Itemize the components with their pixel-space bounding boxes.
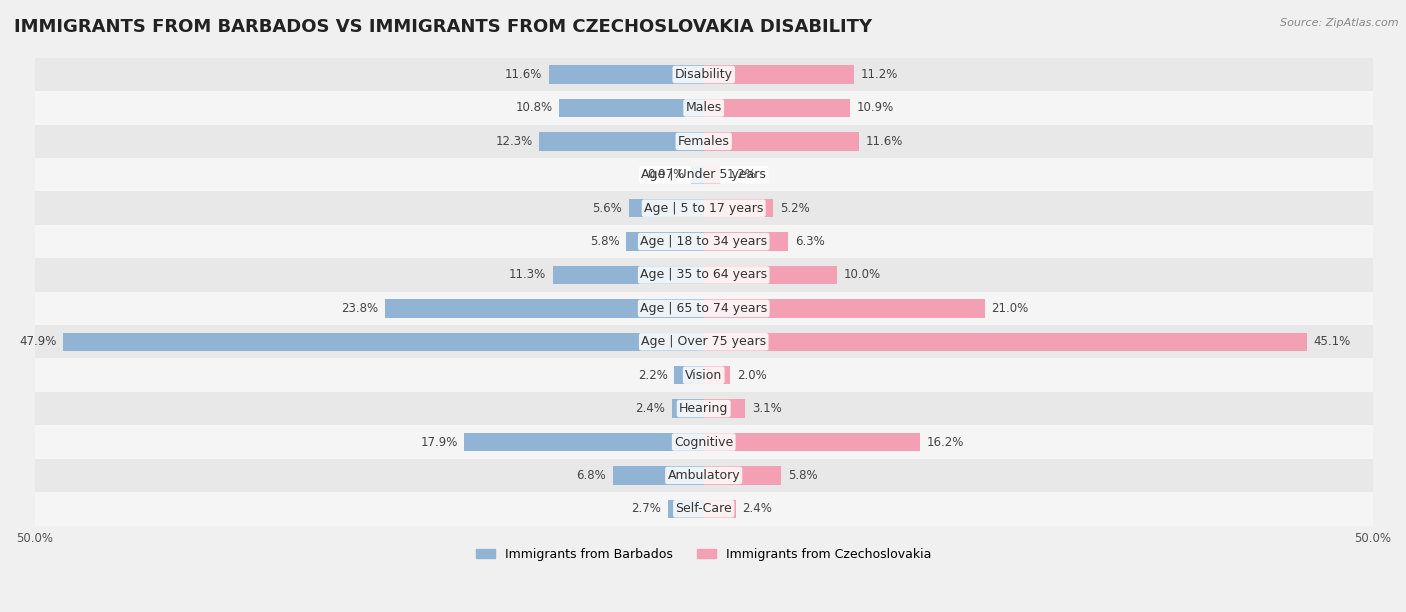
Bar [35,425,1372,459]
Text: Source: ZipAtlas.com: Source: ZipAtlas.com [1281,18,1399,28]
Text: 6.3%: 6.3% [794,235,824,248]
Bar [35,225,1372,258]
Text: 2.4%: 2.4% [742,502,772,515]
Text: 11.6%: 11.6% [866,135,903,148]
Bar [628,199,704,217]
Bar [63,332,704,351]
Text: Age | 65 to 74 years: Age | 65 to 74 years [640,302,768,315]
Text: 5.8%: 5.8% [787,469,818,482]
Bar [35,192,1372,225]
Bar [704,166,720,184]
Text: 17.9%: 17.9% [420,436,457,449]
Bar [704,266,838,284]
Text: 2.2%: 2.2% [638,368,668,382]
Text: Self-Care: Self-Care [675,502,733,515]
Bar [704,366,731,384]
Bar [538,132,704,151]
Text: IMMIGRANTS FROM BARBADOS VS IMMIGRANTS FROM CZECHOSLOVAKIA DISABILITY: IMMIGRANTS FROM BARBADOS VS IMMIGRANTS F… [14,18,872,36]
Bar [704,199,773,217]
Bar [35,58,1372,91]
Text: Hearing: Hearing [679,402,728,415]
Text: Age | Under 5 years: Age | Under 5 years [641,168,766,181]
Text: 16.2%: 16.2% [927,436,965,449]
Text: Cognitive: Cognitive [673,436,734,449]
Text: Age | 18 to 34 years: Age | 18 to 34 years [640,235,768,248]
Bar [704,99,849,117]
Text: 0.97%: 0.97% [647,168,685,181]
Text: 5.6%: 5.6% [592,202,621,215]
Text: 12.3%: 12.3% [495,135,533,148]
Text: 5.8%: 5.8% [591,235,620,248]
Bar [704,332,1308,351]
Legend: Immigrants from Barbados, Immigrants from Czechoslovakia: Immigrants from Barbados, Immigrants fro… [471,543,936,566]
Bar [704,433,921,451]
Bar [690,166,704,184]
Text: 10.8%: 10.8% [516,102,553,114]
Text: Vision: Vision [685,368,723,382]
Bar [626,233,704,251]
Bar [548,65,704,84]
Text: 2.4%: 2.4% [636,402,665,415]
Text: 45.1%: 45.1% [1313,335,1351,348]
Text: Age | 5 to 17 years: Age | 5 to 17 years [644,202,763,215]
Text: 3.1%: 3.1% [752,402,782,415]
Bar [35,258,1372,292]
Bar [675,366,704,384]
Text: 11.6%: 11.6% [505,68,541,81]
Text: Females: Females [678,135,730,148]
Bar [553,266,704,284]
Bar [704,299,984,318]
Bar [704,466,782,485]
Bar [704,65,853,84]
Bar [35,459,1372,492]
Bar [672,400,704,418]
Text: 11.3%: 11.3% [509,269,546,282]
Bar [704,132,859,151]
Bar [35,91,1372,125]
Bar [35,292,1372,325]
Bar [35,392,1372,425]
Text: 11.2%: 11.2% [860,68,897,81]
Text: 1.2%: 1.2% [727,168,756,181]
Text: Age | 35 to 64 years: Age | 35 to 64 years [640,269,768,282]
Text: 6.8%: 6.8% [576,469,606,482]
Bar [464,433,704,451]
Bar [704,400,745,418]
Text: Males: Males [686,102,721,114]
Bar [385,299,704,318]
Text: 47.9%: 47.9% [18,335,56,348]
Text: 5.2%: 5.2% [780,202,810,215]
Text: Age | Over 75 years: Age | Over 75 years [641,335,766,348]
Bar [35,492,1372,526]
Bar [35,325,1372,359]
Text: 2.0%: 2.0% [737,368,766,382]
Bar [35,158,1372,192]
Bar [668,499,704,518]
Bar [560,99,704,117]
Text: 23.8%: 23.8% [342,302,378,315]
Text: Disability: Disability [675,68,733,81]
Bar [613,466,704,485]
Bar [704,499,735,518]
Bar [35,125,1372,158]
Text: 2.7%: 2.7% [631,502,661,515]
Text: 10.0%: 10.0% [844,269,882,282]
Text: 10.9%: 10.9% [856,102,893,114]
Bar [704,233,787,251]
Bar [35,359,1372,392]
Text: Ambulatory: Ambulatory [668,469,740,482]
Text: 21.0%: 21.0% [991,302,1029,315]
